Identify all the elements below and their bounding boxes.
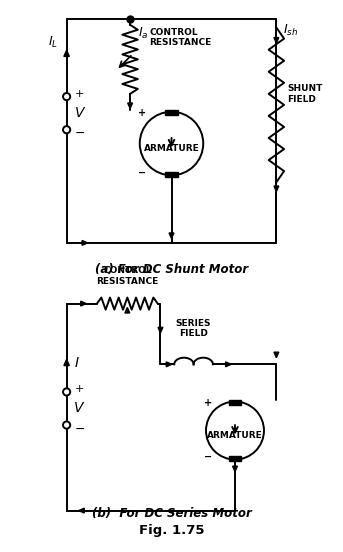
- Polygon shape: [158, 327, 163, 333]
- Bar: [165, 110, 178, 115]
- Circle shape: [63, 93, 70, 100]
- Polygon shape: [233, 466, 237, 471]
- Text: −: −: [74, 423, 85, 436]
- Polygon shape: [128, 103, 132, 108]
- Text: +: +: [138, 108, 146, 118]
- Bar: [229, 456, 241, 461]
- Text: $I_{sh}$: $I_{sh}$: [283, 23, 298, 38]
- Polygon shape: [79, 508, 84, 513]
- Polygon shape: [81, 301, 86, 306]
- Bar: [165, 172, 178, 177]
- Text: V: V: [75, 106, 84, 120]
- Circle shape: [63, 422, 70, 428]
- Text: $I_a$: $I_a$: [138, 25, 149, 41]
- Polygon shape: [169, 233, 174, 238]
- Text: $I_L$: $I_L$: [48, 35, 58, 50]
- Polygon shape: [166, 362, 172, 367]
- Text: ARMATURE: ARMATURE: [207, 431, 263, 440]
- Text: CONTROL
RESISTANCE: CONTROL RESISTANCE: [150, 28, 212, 47]
- Text: +: +: [204, 398, 212, 408]
- Polygon shape: [274, 352, 279, 358]
- Polygon shape: [64, 50, 69, 56]
- Text: SERIES
FIELD: SERIES FIELD: [176, 319, 211, 338]
- Polygon shape: [274, 186, 279, 192]
- Polygon shape: [125, 307, 130, 313]
- Text: CONTROL
RESISTANCE: CONTROL RESISTANCE: [96, 266, 158, 286]
- Polygon shape: [274, 38, 279, 43]
- Text: Fig. 1.75: Fig. 1.75: [139, 524, 204, 537]
- Circle shape: [206, 402, 264, 459]
- Bar: [229, 400, 241, 405]
- Text: −: −: [204, 452, 212, 463]
- Circle shape: [63, 126, 70, 134]
- Text: I: I: [74, 356, 79, 370]
- Text: SHUNT
FIELD: SHUNT FIELD: [287, 84, 323, 104]
- Text: +: +: [75, 89, 84, 99]
- Text: −: −: [138, 168, 146, 178]
- Text: (b)  For DC Series Motor: (b) For DC Series Motor: [92, 507, 251, 520]
- Polygon shape: [226, 362, 231, 367]
- Circle shape: [140, 112, 203, 176]
- Circle shape: [63, 389, 70, 395]
- Polygon shape: [64, 359, 69, 365]
- Text: ARMATURE: ARMATURE: [144, 144, 199, 153]
- Text: (a) For DC Shunt Motor: (a) For DC Shunt Motor: [95, 263, 248, 276]
- Text: −: −: [75, 128, 85, 140]
- Text: +: +: [74, 384, 84, 394]
- Polygon shape: [82, 241, 87, 245]
- Text: V: V: [74, 401, 84, 416]
